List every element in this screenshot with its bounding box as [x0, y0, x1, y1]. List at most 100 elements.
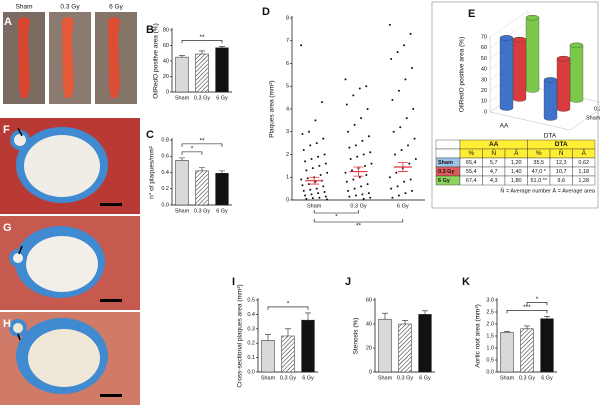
data-point: [404, 192, 407, 195]
y-tick-label: 0.3: [247, 326, 255, 332]
data-point: [305, 169, 308, 172]
table-row-label: 6 Gy: [438, 178, 451, 184]
significance-label: ***: [523, 304, 531, 311]
data-point: [356, 155, 359, 158]
x-tick-label: Sham: [175, 208, 190, 214]
significance-bracket: [313, 219, 404, 223]
table-value: 4,7: [490, 169, 498, 175]
bar: [215, 173, 229, 206]
data-point: [310, 193, 313, 196]
y-tick-label: 40: [163, 58, 169, 64]
x-tick-label: Sham: [500, 375, 515, 381]
bar: [175, 56, 189, 93]
x-tick-label: 0.3 Gy: [194, 95, 210, 101]
error-bar: [353, 166, 364, 177]
table-group-header: AA: [489, 141, 499, 148]
error-bar: [397, 162, 408, 172]
table-value: 4,3: [490, 178, 498, 184]
significance-bracket: [181, 39, 223, 44]
y-tick-label: 3.0: [486, 297, 494, 303]
y-axis-label: Stenosis (%): [353, 318, 360, 355]
x-tick-label: 6 Gy: [302, 375, 314, 381]
data-point: [397, 89, 400, 92]
data-point: [367, 135, 370, 138]
y-axis-label: Aortic root area (mm²): [475, 304, 482, 368]
data-point: [300, 44, 303, 47]
bar: [499, 35, 514, 111]
data-point: [310, 158, 313, 161]
data-point: [407, 144, 410, 147]
panel-e-frame: [431, 1, 599, 209]
data-point: [309, 188, 312, 191]
data-point: [362, 197, 365, 200]
y-tick-label: 1: [286, 175, 289, 181]
x-tick-label: 6 Gy: [541, 375, 553, 381]
x-tick-label: 0.3 Gy: [350, 203, 366, 209]
y-tick-label: 2.5: [486, 309, 494, 315]
panel-label: C: [146, 129, 154, 141]
table-value: 5,7: [490, 160, 498, 166]
data-point: [354, 144, 357, 147]
data-point: [412, 108, 415, 110]
significance-bracket: [267, 306, 309, 310]
error-bar: [179, 55, 185, 58]
y-tick-label: 80: [163, 27, 169, 33]
data-point: [409, 32, 412, 35]
data-point: [391, 196, 394, 199]
y-tick-label: 10: [481, 99, 487, 105]
y-tick-label: 1.0: [486, 345, 494, 351]
y-tick-label: 5: [286, 84, 289, 90]
data-point: [367, 192, 370, 195]
data-point: [370, 162, 373, 165]
error-bar: [265, 334, 271, 341]
data-point: [414, 158, 417, 161]
data-point: [347, 130, 350, 133]
data-point: [399, 126, 402, 129]
x-tick-label: Sham: [261, 375, 276, 381]
x-tick-label: 0.3 Gy: [519, 375, 535, 381]
data-point: [405, 117, 408, 120]
data-point: [352, 178, 355, 181]
data-point: [361, 139, 364, 142]
y-tick-label: 0.4: [247, 312, 255, 318]
data-point: [322, 185, 325, 188]
table-subheader: N̄: [559, 149, 564, 157]
data-point: [361, 193, 364, 196]
data-point: [354, 194, 357, 197]
data-point: [365, 85, 368, 88]
data-point: [348, 146, 351, 149]
data-point: [408, 162, 411, 165]
bar: [540, 318, 554, 373]
table-value: 1,18: [578, 169, 589, 175]
data-point: [314, 119, 317, 122]
legend-label: 0.3 Gy: [594, 106, 600, 112]
panel-label: K: [462, 276, 470, 288]
error-bar: [524, 325, 530, 329]
error-bar: [285, 328, 291, 336]
table-value: 1,20: [511, 160, 522, 166]
data-point: [304, 194, 307, 197]
error-bar: [402, 320, 408, 324]
table-value: 65,4: [466, 160, 477, 166]
x-tick-label: 0.3 Gy: [397, 375, 413, 381]
data-point: [391, 98, 394, 101]
data-point: [348, 195, 351, 198]
histology-f: [0, 118, 140, 214]
y-axis-label: Cross-sectional plaques area (mm²): [237, 284, 244, 387]
data-point: [403, 180, 406, 183]
data-point: [301, 184, 304, 187]
table-value: 0,62: [578, 160, 589, 166]
data-point: [362, 153, 365, 156]
bar: [556, 55, 571, 112]
significance-bracket: [181, 151, 203, 155]
significance-label: *: [536, 296, 539, 303]
bar-top: [556, 55, 571, 62]
y-tick-label: 2: [286, 152, 289, 158]
error-bar: [179, 157, 185, 161]
y-tick-label: 20: [481, 88, 487, 94]
significance-label: **: [199, 138, 205, 145]
bar: [195, 170, 209, 206]
x-tick-label: 0.3 Gy: [280, 375, 296, 381]
error-bar: [305, 312, 311, 321]
